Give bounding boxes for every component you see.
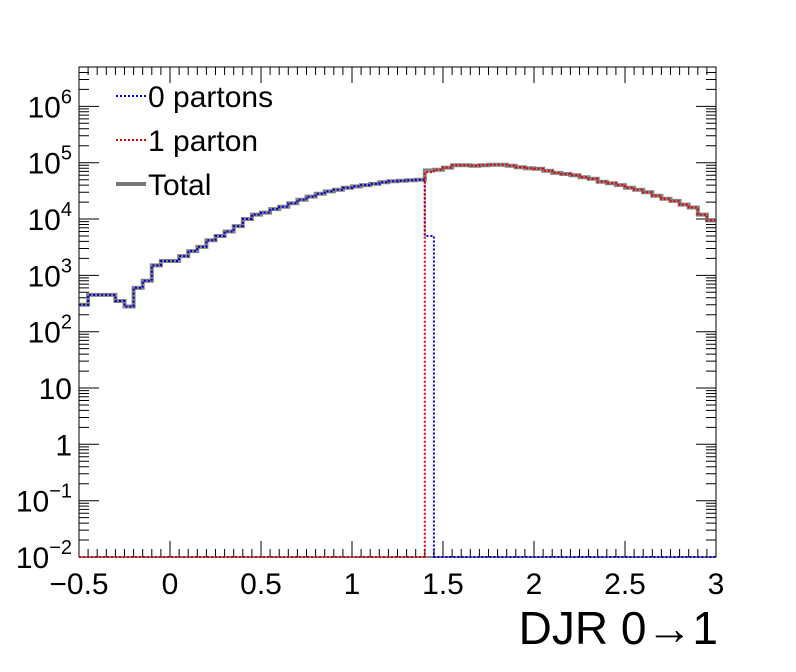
y-tick-exponent: 4 [61, 199, 72, 221]
x-axis-title: DJR 0→1 [519, 602, 718, 654]
y-tick-exponent: 5 [61, 143, 72, 165]
y-tick-base: 1 [55, 429, 72, 462]
y-tick-exponent: 2 [61, 312, 72, 334]
x-tick-label: 0.5 [240, 568, 282, 601]
x-tick-label: 0 [162, 568, 179, 601]
y-tick-base: 10 [39, 373, 72, 406]
series-layer [79, 162, 716, 558]
x-tick-label: 2 [526, 568, 543, 601]
series-line-zero-partons [79, 178, 716, 558]
y-tick-label: 106 [28, 86, 73, 124]
y-tick-label: 104 [28, 199, 73, 237]
y-tick-exponent: −1 [49, 481, 72, 503]
y-tick-label: 1 [55, 429, 72, 462]
y-tick-label: 103 [28, 255, 73, 293]
legend: 0 partons 1 parton Total [116, 81, 273, 202]
y-tick-base: 10 [28, 317, 61, 350]
x-tick-label: 1 [344, 568, 361, 601]
y-tick-label: 102 [28, 312, 73, 350]
y-tick-base: 10 [16, 486, 49, 519]
series-line-one-parton [79, 163, 716, 558]
y-tick-label: 10−1 [16, 481, 72, 519]
y-tick-label: 105 [28, 143, 73, 181]
x-tick-label: 1.5 [422, 568, 464, 601]
axis-ticks-layer [78, 66, 717, 558]
legend-label-zero-partons: 0 partons [148, 81, 273, 114]
y-tick-base: 10 [28, 91, 61, 124]
y-tick-base: 10 [16, 542, 49, 575]
y-tick-exponent: 3 [61, 255, 72, 277]
y-tick-base: 10 [28, 260, 61, 293]
legend-label-one-parton: 1 parton [148, 125, 258, 158]
x-tick-label: 2.5 [604, 568, 646, 601]
legend-label-total: Total [148, 169, 211, 202]
y-tick-exponent: 6 [61, 86, 72, 108]
tick-labels-layer: −0.5 0 0.5 1 1.5 2 2.5 310−210−1110102103104105… [16, 86, 725, 601]
y-tick-base: 10 [28, 148, 61, 181]
y-tick-label: 10−2 [16, 537, 72, 575]
y-tick-label: 10 [39, 373, 72, 406]
x-tick-label: −0.5 [49, 568, 108, 601]
x-tick-label: 3 [708, 568, 725, 601]
y-tick-exponent: −2 [49, 537, 72, 559]
axis-tick-marks [78, 66, 717, 558]
y-tick-base: 10 [28, 204, 61, 237]
